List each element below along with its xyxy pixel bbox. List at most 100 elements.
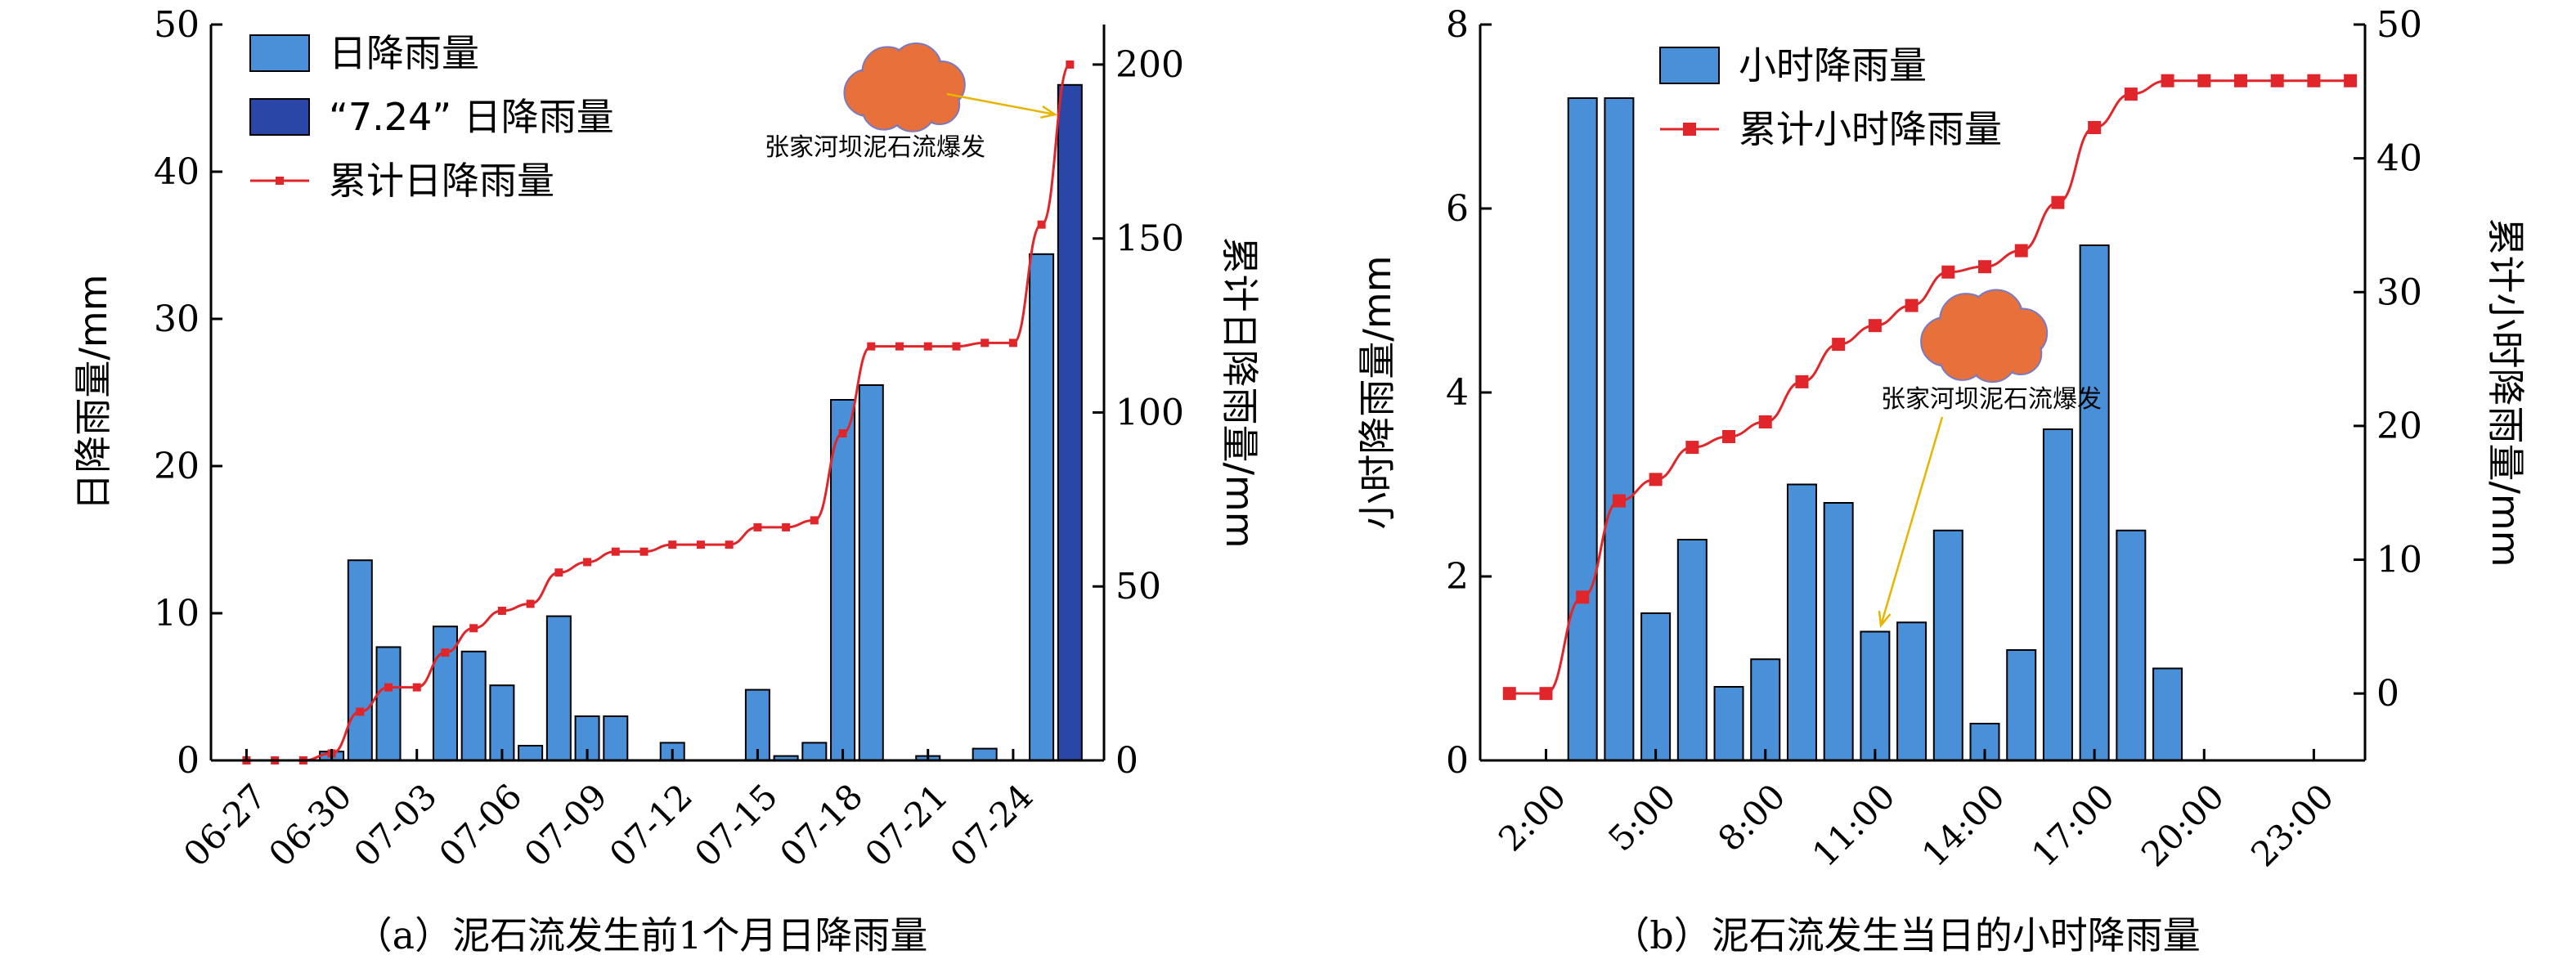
cumulative-marker (838, 429, 847, 437)
cumulative-marker (2197, 74, 2211, 87)
y-tick-label: 30 (154, 298, 200, 340)
bar (2116, 529, 2147, 761)
legend-line-marker (1683, 123, 1696, 136)
x-tick-label: 07-15 (687, 776, 785, 874)
bar (2006, 649, 2037, 761)
annotation-arrow (946, 92, 1056, 116)
x-tick-label: 07-24 (942, 776, 1040, 874)
cumulative-marker (640, 547, 648, 556)
x-tick-label: 07-06 (431, 776, 529, 874)
cumulative-marker (2233, 74, 2247, 87)
y2-tick-label: 50 (2376, 4, 2422, 46)
y-tick-label: 10 (154, 593, 200, 634)
legend-bar-swatch (249, 34, 310, 72)
cumulative-marker (1502, 687, 1516, 701)
y-tick-label: 0 (177, 740, 200, 782)
bar (972, 747, 998, 761)
y2-tick-label: 0 (1115, 740, 1138, 782)
cumulative-marker (923, 342, 932, 351)
y2-tick-label: 10 (2376, 540, 2422, 581)
bar (2152, 667, 2183, 761)
bar (603, 715, 629, 761)
y-axis-label: 小时降雨量/mm (1355, 255, 1399, 529)
cumulative-marker (1037, 220, 1046, 229)
annotation-arrow (1879, 416, 1944, 626)
y-tick-label: 6 (1446, 188, 1469, 230)
cumulative-marker (2014, 244, 2028, 258)
x-tick-label: 06-30 (261, 776, 359, 874)
x-tick-label: 07-12 (602, 776, 700, 874)
annotation-text: 张家河坝泥石流爆发 (1881, 385, 2102, 414)
x-tick-label: 5:00 (1600, 776, 1683, 859)
cumulative-marker (1685, 441, 1699, 455)
cumulative-marker (583, 558, 592, 567)
cumulative-marker (1978, 260, 1992, 274)
y-tick-label: 0 (1446, 740, 1469, 782)
x-tick-label: 8:00 (1710, 776, 1793, 859)
cumulative-marker (668, 540, 677, 549)
cumulative-marker (1758, 415, 1772, 428)
y-tick-label: 4 (1446, 372, 1469, 414)
y2-tick-label: 30 (2376, 271, 2422, 313)
annotation-text: 张家河坝泥石流爆发 (765, 133, 985, 162)
cumulative-marker (1008, 339, 1017, 347)
cumulative-marker (1905, 298, 1919, 312)
cloud-icon (1920, 289, 2049, 383)
y-tick-label: 50 (154, 4, 200, 46)
chart-caption: （b）泥石流发生当日的小时降雨量 (1612, 913, 2200, 957)
cumulative-marker (2088, 121, 2102, 134)
cloud-fill (874, 59, 933, 118)
cumulative-marker (469, 624, 478, 633)
cumulative-marker (554, 568, 563, 577)
cumulative-marker (1066, 60, 1075, 69)
y2-tick-label: 150 (1115, 218, 1184, 260)
bar (1823, 502, 1854, 761)
legend-label: 累计小时降雨量 (1739, 107, 2002, 151)
cumulative-marker (696, 540, 705, 549)
cumulative-marker (867, 342, 876, 351)
cumulative-marker (2344, 74, 2358, 87)
x-tick-label: 06-27 (176, 776, 274, 874)
cumulative-marker (1722, 430, 1736, 443)
cumulative-marker (2161, 74, 2174, 87)
x-tick-label: 17:00 (2024, 776, 2122, 874)
bar (518, 745, 544, 761)
legend-bar-swatch (1659, 47, 1720, 84)
cumulative-marker (1539, 687, 1553, 701)
x-tick-label: 07-18 (772, 776, 870, 874)
cumulative-marker (1795, 374, 1809, 388)
cumulative-marker (753, 522, 762, 531)
y2-tick-label: 50 (1115, 566, 1161, 608)
y2-tick-label: 20 (2376, 406, 2422, 447)
annotation-arrowhead (1878, 610, 1892, 629)
cloud-fill (1953, 307, 2013, 367)
bar (1604, 97, 1635, 761)
cumulative-marker (1612, 494, 1626, 508)
cumulative-marker (1576, 590, 1590, 604)
y-axis-label: 日降雨量/mm (71, 274, 115, 510)
cumulative-marker (981, 339, 990, 347)
cloud-icon (843, 43, 966, 132)
cumulative-marker (895, 342, 904, 351)
cumulative-marker (725, 540, 734, 549)
bar (545, 615, 572, 761)
cumulative-marker (526, 599, 535, 608)
chart-a-daily-rainfall: 0102030405005010015020006-2706-3007-0307… (71, 4, 1262, 957)
x-tick-label: 2:00 (1491, 776, 1573, 859)
cumulative-marker (497, 607, 506, 616)
y-tick-label: 2 (1446, 556, 1469, 598)
legend-label: 日降雨量 (329, 31, 479, 75)
cumulative-marker (384, 683, 393, 692)
bar (1567, 97, 1598, 761)
y2-tick-label: 100 (1115, 392, 1184, 433)
bar (347, 559, 373, 762)
y2-axis-label: 累计小时降雨量/mm (2484, 217, 2528, 567)
cumulative-marker (412, 683, 421, 692)
cumulative-marker (2270, 74, 2284, 87)
x-tick-label: 23:00 (2243, 776, 2341, 874)
bar (1786, 483, 1817, 761)
chart-b-hourly-rainfall: 0 2 4 6 8 0 10 20 30 40 50 2:00 5:00 8:00 11:00 14:00 17… (1355, 4, 2528, 957)
x-tick-label: 07-03 (346, 776, 444, 874)
legend-label: “7.24” 日降雨量 (329, 95, 614, 139)
